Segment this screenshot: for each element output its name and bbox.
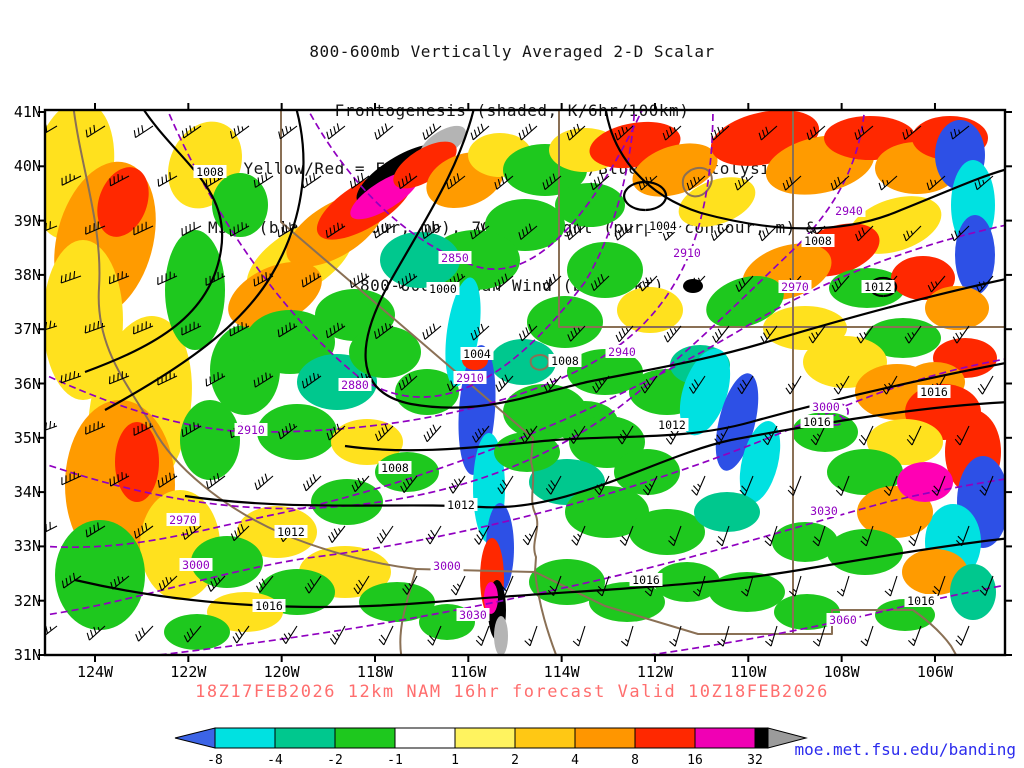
- svg-text:8: 8: [631, 753, 639, 768]
- svg-text:2940: 2940: [835, 204, 863, 218]
- lon-tick-label: 116W: [450, 663, 487, 681]
- svg-text:2: 2: [511, 753, 519, 768]
- svg-text:1012: 1012: [447, 498, 475, 512]
- svg-text:1000: 1000: [429, 282, 457, 296]
- svg-text:1012: 1012: [864, 280, 892, 294]
- lat-tick-label: 31N: [13, 646, 41, 664]
- svg-text:3000: 3000: [182, 558, 210, 572]
- lat-tick-label: 36N: [13, 374, 41, 393]
- svg-text:1: 1: [451, 753, 459, 768]
- svg-text:-2: -2: [327, 753, 343, 768]
- svg-text:3000: 3000: [812, 400, 840, 414]
- lon-tick-label: 110W: [730, 663, 767, 681]
- svg-text:2910: 2910: [673, 246, 701, 260]
- svg-text:1008: 1008: [381, 461, 409, 475]
- svg-text:1016: 1016: [255, 599, 283, 613]
- lat-tick-label: 35N: [13, 428, 41, 447]
- svg-text:4: 4: [571, 753, 579, 768]
- lon-tick-label: 118W: [356, 663, 394, 681]
- lon-tick-label: 120W: [263, 663, 300, 681]
- svg-text:32: 32: [747, 753, 763, 768]
- svg-text:3030: 3030: [810, 504, 838, 518]
- colorbar: -8 -4 -2 -1 1 2 4 8 16 32: [174, 727, 808, 768]
- title-line-1: 800-600mb Vertically Averaged 2-D Scalar: [309, 42, 715, 61]
- svg-text:1008: 1008: [551, 354, 579, 368]
- svg-text:1016: 1016: [920, 385, 948, 399]
- svg-text:1004: 1004: [649, 219, 677, 233]
- svg-text:-4: -4: [267, 753, 283, 768]
- svg-text:1016: 1016: [803, 415, 831, 429]
- svg-text:1012: 1012: [658, 418, 686, 432]
- forecast-valid-text: 18Z17FEB2026 12km NAM 16hr forecast Vali…: [195, 682, 829, 702]
- lon-tick-label: 124W: [76, 663, 114, 681]
- svg-text:2850: 2850: [441, 251, 469, 265]
- lon-tick-label: 114W: [543, 663, 580, 681]
- svg-text:3060: 3060: [829, 613, 857, 627]
- svg-text:-8: -8: [207, 753, 223, 768]
- svg-text:2970: 2970: [169, 513, 197, 527]
- svg-text:2940: 2940: [608, 345, 636, 359]
- svg-text:2910: 2910: [456, 371, 484, 385]
- lat-tick-label: 33N: [13, 537, 41, 556]
- svg-text:2880: 2880: [341, 378, 369, 392]
- svg-text:2970: 2970: [781, 280, 809, 294]
- svg-text:3000: 3000: [433, 559, 461, 573]
- map-plot: 2850 2910 2940 2970 2880 2910 2910 2940 3000 2970…: [38, 103, 1012, 662]
- svg-text:1016: 1016: [632, 573, 660, 587]
- lon-tick-label: 106W: [916, 663, 954, 681]
- svg-text:-1: -1: [387, 753, 403, 768]
- lon-tick-label: 108W: [823, 663, 860, 681]
- lon-tick-label: 122W: [170, 663, 207, 681]
- map-area: 2850 2910 2940 2970 2880 2910 2910 2940 3000 2970…: [14, 103, 1012, 681]
- lon-tick-label: 112W: [636, 663, 674, 681]
- lat-tick-label: 34N: [13, 483, 41, 502]
- credit-link[interactable]: moe.met.fsu.edu/banding: [794, 740, 1016, 759]
- svg-text:1012: 1012: [277, 525, 305, 539]
- svg-text:1008: 1008: [196, 165, 224, 179]
- svg-text:3030: 3030: [459, 608, 487, 622]
- svg-text:2910: 2910: [237, 423, 265, 437]
- svg-text:16: 16: [687, 753, 703, 768]
- svg-text:1008: 1008: [804, 234, 832, 248]
- svg-text:1004: 1004: [463, 347, 491, 361]
- lat-tick-label: 32N: [13, 591, 41, 610]
- svg-text:1016: 1016: [907, 594, 935, 608]
